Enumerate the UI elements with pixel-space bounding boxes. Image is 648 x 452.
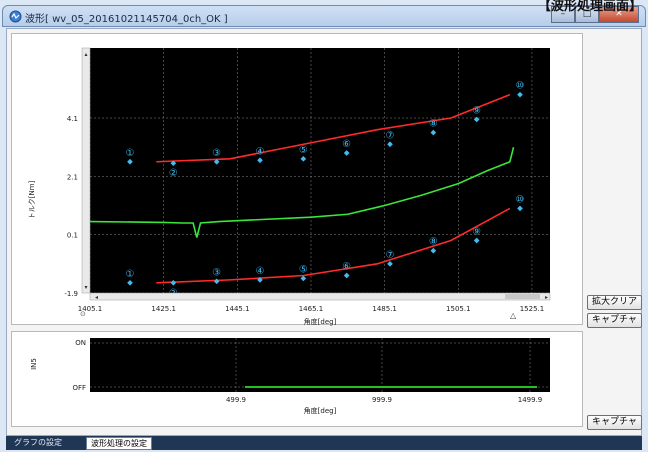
bottom-tab-bar: グラフの設定 波形処理の設定: [6, 436, 642, 450]
torque-chart-panel: [11, 33, 583, 325]
window-title: 波形[ wv_05_20161021145704_0ch_OK ]: [25, 14, 228, 25]
zoom-clear-button[interactable]: 拡大クリア: [587, 295, 643, 310]
signal-chart-panel: [11, 331, 583, 427]
tab-waveform-settings[interactable]: 波形処理の設定: [86, 437, 152, 450]
main-frame: 拡大クリア キャプチャ キャプチャ: [6, 28, 643, 436]
screen-caption: 【波形処理画面】: [537, 0, 642, 14]
app-icon: [9, 10, 22, 23]
window-controls: – □ ✕: [551, 6, 639, 23]
capture-button-top[interactable]: キャプチャ: [587, 313, 642, 328]
capture-button-bottom[interactable]: キャプチャ: [587, 415, 642, 430]
minimize-button[interactable]: –: [551, 6, 575, 23]
title-bar[interactable]: 波形[ wv_05_20161021145704_0ch_OK ] – □ ✕: [2, 5, 646, 27]
tab-graph-settings[interactable]: グラフの設定: [14, 438, 62, 447]
close-button[interactable]: ✕: [599, 6, 639, 23]
maximize-button[interactable]: □: [575, 6, 599, 23]
